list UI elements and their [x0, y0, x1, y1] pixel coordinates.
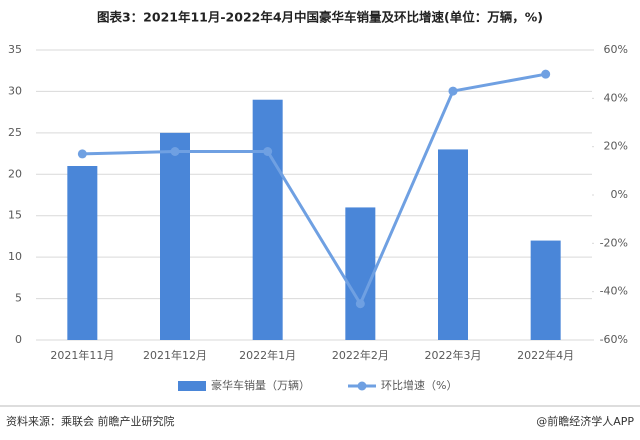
line-marker — [541, 69, 551, 79]
line — [82, 72, 546, 307]
line-marker — [170, 147, 180, 156]
y-tick-label: 30 — [8, 84, 22, 97]
bar — [438, 149, 468, 340]
y-tick-label: 35 — [8, 43, 22, 56]
y2-tick-label: -60% — [600, 333, 628, 346]
legend-label: 豪华车销量（万辆） — [211, 378, 310, 392]
x-tick-label: 2022年3月 — [425, 348, 482, 362]
y-tick-label: 25 — [8, 126, 22, 139]
y-tick-label: 5 — [15, 292, 22, 305]
x-tick-label: 2022年1月 — [239, 348, 296, 362]
legend-swatch — [357, 381, 367, 391]
x-tick-label: 2022年4月 — [517, 348, 574, 362]
y2-tick-label: -20% — [600, 236, 628, 249]
x-tick-label: 2021年12月 — [143, 348, 207, 362]
y2-tick-label: 0% — [611, 188, 628, 201]
source: 资料来源：乘联会 前瞻产业研究院 — [6, 414, 175, 428]
chart-title: 图表3：2021年11月-2022年4月中国豪华车销量及环比增速(单位：万辆，%… — [97, 10, 543, 25]
bar — [345, 207, 376, 340]
y-tick-label: 0 — [15, 333, 22, 346]
bar — [530, 240, 561, 340]
y2-tick-label: -40% — [600, 285, 628, 298]
x-tick-label: 2021年11月 — [50, 348, 114, 362]
y-tick-label: 15 — [8, 209, 22, 222]
y-tick-label: 10 — [8, 250, 22, 263]
line-marker — [77, 149, 87, 159]
y-tick-label: 20 — [8, 167, 22, 180]
credit: @前瞻经济学人APP — [536, 414, 634, 428]
x-tick-label: 2022年2月 — [332, 348, 389, 362]
bar — [67, 166, 98, 340]
bar — [160, 132, 190, 340]
y2-tick-label: 20% — [604, 140, 628, 153]
y2-tick-label: 60% — [604, 43, 628, 56]
y2-tick-label: 40% — [604, 91, 628, 104]
legend-label: 环比增速（%） — [381, 378, 457, 392]
legend-swatch — [178, 381, 206, 391]
bar — [252, 99, 283, 340]
line-marker — [263, 147, 273, 156]
line-marker — [355, 299, 365, 309]
line-marker — [448, 86, 458, 96]
